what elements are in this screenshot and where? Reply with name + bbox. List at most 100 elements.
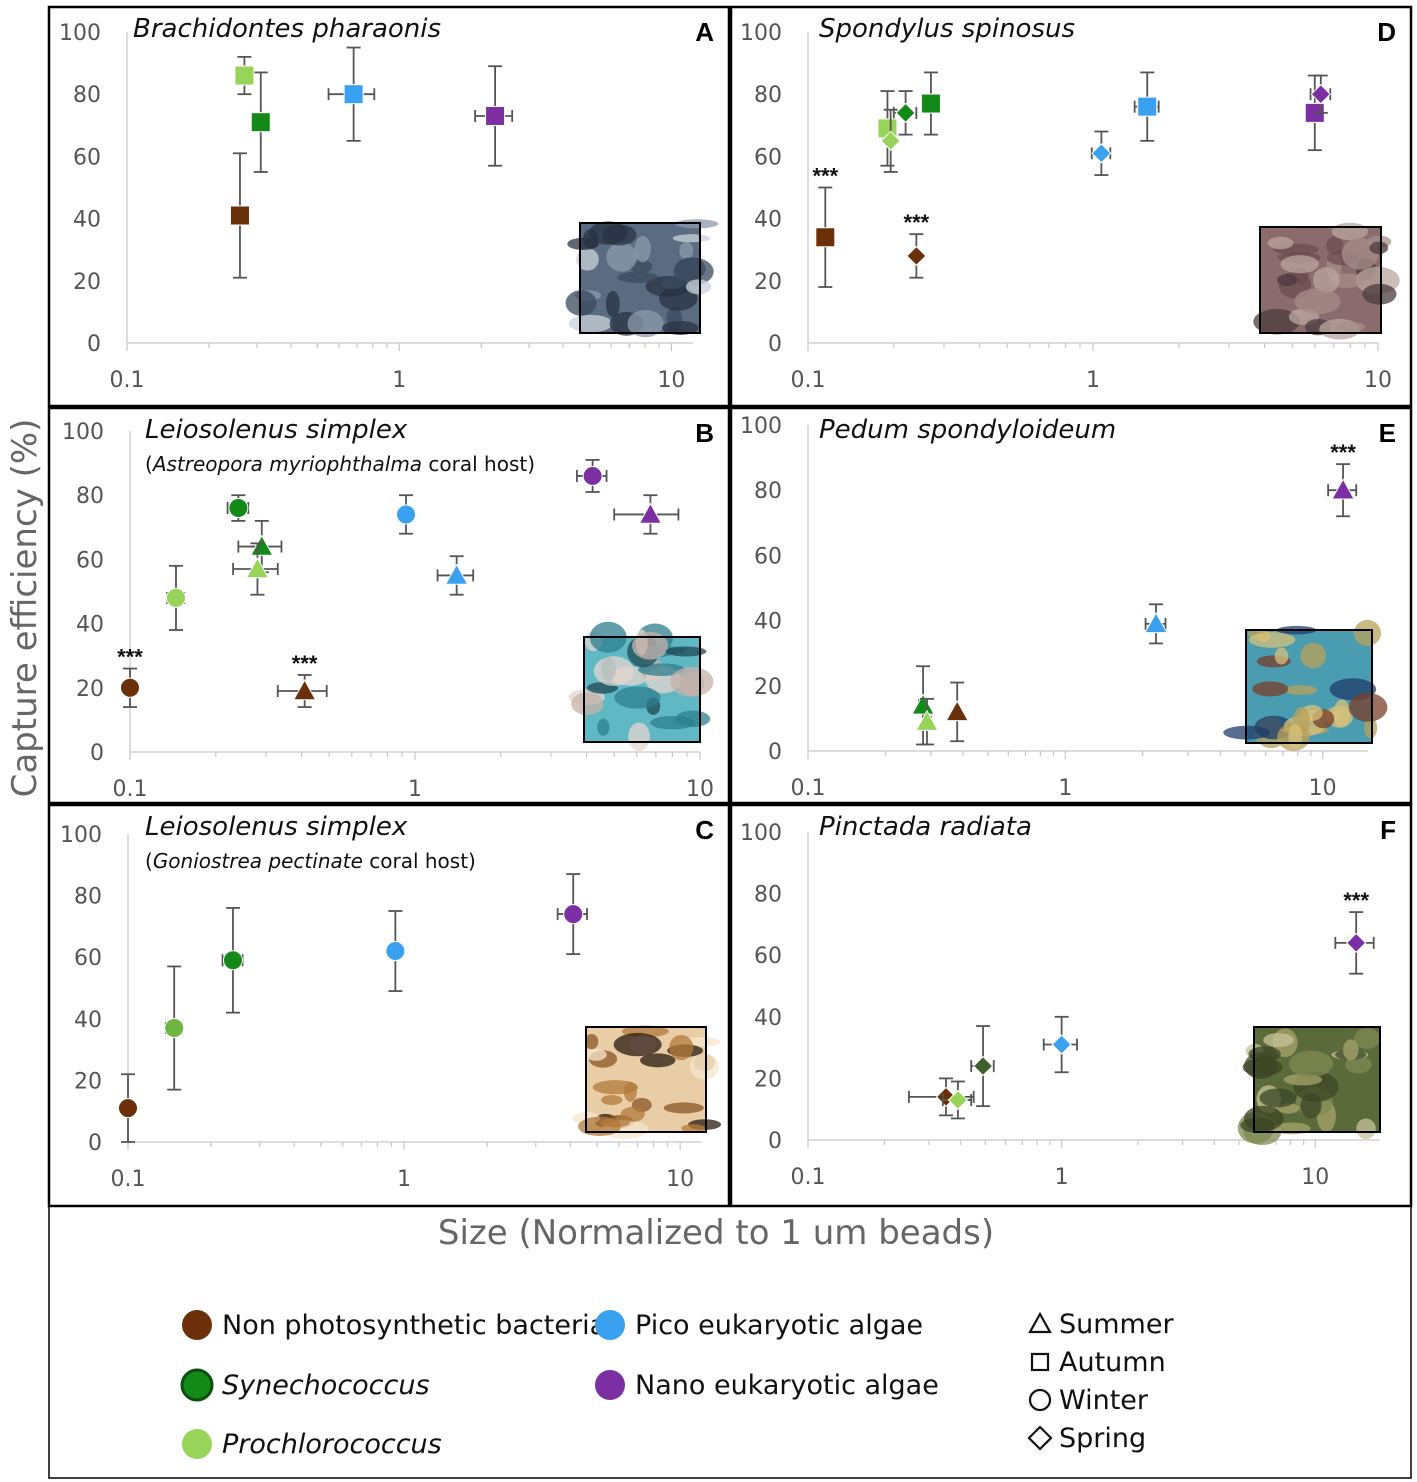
photo-texture: [585, 1034, 599, 1050]
data-point: [1133, 71, 1160, 142]
x-tick-label: 1: [408, 777, 422, 802]
panel-subtitle: (Astreopora myriophthalma coral host): [145, 452, 535, 476]
data-point: ***: [904, 210, 930, 279]
panel-letter: D: [1377, 17, 1396, 47]
circle-marker: [118, 1098, 138, 1119]
data-point: [221, 907, 244, 1014]
subtitle-rest: coral host): [363, 849, 476, 873]
y-tick-label: 100: [59, 21, 101, 46]
y-tick-label: 0: [768, 740, 782, 765]
frame-b: [47, 406, 731, 805]
triangle-marker: [915, 709, 939, 731]
data-point: [915, 697, 939, 746]
circle-marker: [385, 941, 406, 962]
diamond-legend-icon: [1027, 1425, 1053, 1451]
x-tick-label: 1: [1055, 1165, 1069, 1190]
data-point: [327, 46, 376, 142]
photo-texture: [640, 1053, 676, 1068]
legend-label: Nano eukaryotic algae: [635, 1370, 939, 1401]
diamond-marker: [880, 130, 901, 152]
y-tick-label: 0: [88, 1131, 102, 1156]
x-tick-label: 10: [666, 1167, 694, 1192]
data-point: ***: [1327, 440, 1358, 518]
photo-texture: [1364, 717, 1378, 739]
photo-texture: [571, 692, 604, 716]
photo-texture: [1336, 321, 1366, 332]
panel-letter: F: [1380, 815, 1396, 845]
data-point: [970, 1025, 995, 1108]
photo-texture: [662, 320, 699, 335]
square-marker: [920, 93, 941, 114]
frame-e: [729, 406, 1413, 805]
y-tick-label: 20: [754, 675, 782, 700]
data-point: [1144, 603, 1168, 645]
photo-texture: [1248, 1046, 1281, 1062]
data-point: ***: [812, 164, 839, 288]
y-tick-label: 20: [73, 270, 101, 295]
photo-texture: [1288, 1050, 1334, 1078]
data-point: [436, 555, 475, 596]
circle-marker: [164, 1018, 185, 1039]
photo-texture: [578, 1116, 622, 1137]
photo-texture: [623, 1081, 637, 1102]
x-tick-label: 0.1: [791, 776, 826, 801]
photo-texture: [1369, 241, 1389, 255]
data-point: [396, 494, 417, 535]
square-marker: [1137, 96, 1158, 117]
photo-texture: [1274, 647, 1289, 665]
triangle-marker: [1331, 478, 1355, 500]
significance-label: ***: [117, 645, 143, 670]
photo-texture: [1300, 642, 1326, 669]
y-tick-label: 100: [62, 420, 104, 445]
legend-swatch: [595, 1310, 625, 1340]
photo-texture: [1240, 1117, 1276, 1133]
legend-entry: Prochlorococcus: [182, 1429, 442, 1460]
panel-title: Pinctada radiata: [819, 812, 1032, 842]
coral-brown-photo: [572, 1025, 722, 1139]
diamond-marker: [947, 1089, 969, 1111]
square-marker: [234, 65, 255, 86]
legend: Non photosynthetic bacteria Synechococcus…: [180, 1309, 1174, 1460]
y-tick-label: 0: [87, 332, 101, 357]
legend-entry: Non photosynthetic bacteria: [182, 1310, 606, 1341]
diamond-marker: [1346, 932, 1367, 954]
photo-texture: [685, 279, 712, 295]
photo-texture: [617, 271, 659, 283]
legend-season: Summer: [1028, 1309, 1174, 1340]
photo-texture: [606, 242, 638, 272]
legend-label: Prochlorococcus: [222, 1429, 442, 1460]
photo-texture: [679, 241, 694, 260]
photo-texture: [632, 631, 669, 660]
x-tick-label: 0.1: [791, 368, 826, 393]
photo-texture: [1362, 283, 1397, 305]
legend-swatch: [180, 1368, 214, 1402]
data-point: [920, 71, 941, 136]
pearl-oyster-photo: [1237, 1026, 1381, 1146]
circle-marker: [396, 504, 417, 525]
photo-texture: [567, 237, 600, 251]
y-tick-label: 80: [754, 83, 782, 108]
legend-swatch: [595, 1370, 625, 1400]
photo-texture: [1312, 267, 1340, 293]
data-point: [941, 1080, 973, 1120]
panel-title: Spondylus spinosus: [819, 14, 1075, 44]
y-tick-label: 40: [74, 1008, 102, 1033]
photo-texture: [634, 235, 651, 263]
legend-season-label: Spring: [1059, 1423, 1146, 1454]
panel-title: Pedum spondyloideum: [819, 415, 1116, 445]
frame-a: [47, 5, 731, 408]
panel-frames: [47, 5, 1413, 1479]
x-tick-label: 10: [1364, 368, 1392, 393]
y-tick-label: 100: [60, 823, 102, 848]
subtitle-rest: coral host): [422, 452, 535, 476]
y-tick-label: 60: [76, 548, 104, 573]
subtitle-open: (: [145, 452, 153, 476]
photo-texture: [637, 663, 686, 677]
triangle-marker: [292, 679, 317, 701]
y-tick-label: 60: [74, 946, 102, 971]
photo-texture: [663, 1102, 704, 1114]
x-tick-label: 0.1: [110, 368, 145, 393]
photo-texture: [1356, 1118, 1376, 1140]
